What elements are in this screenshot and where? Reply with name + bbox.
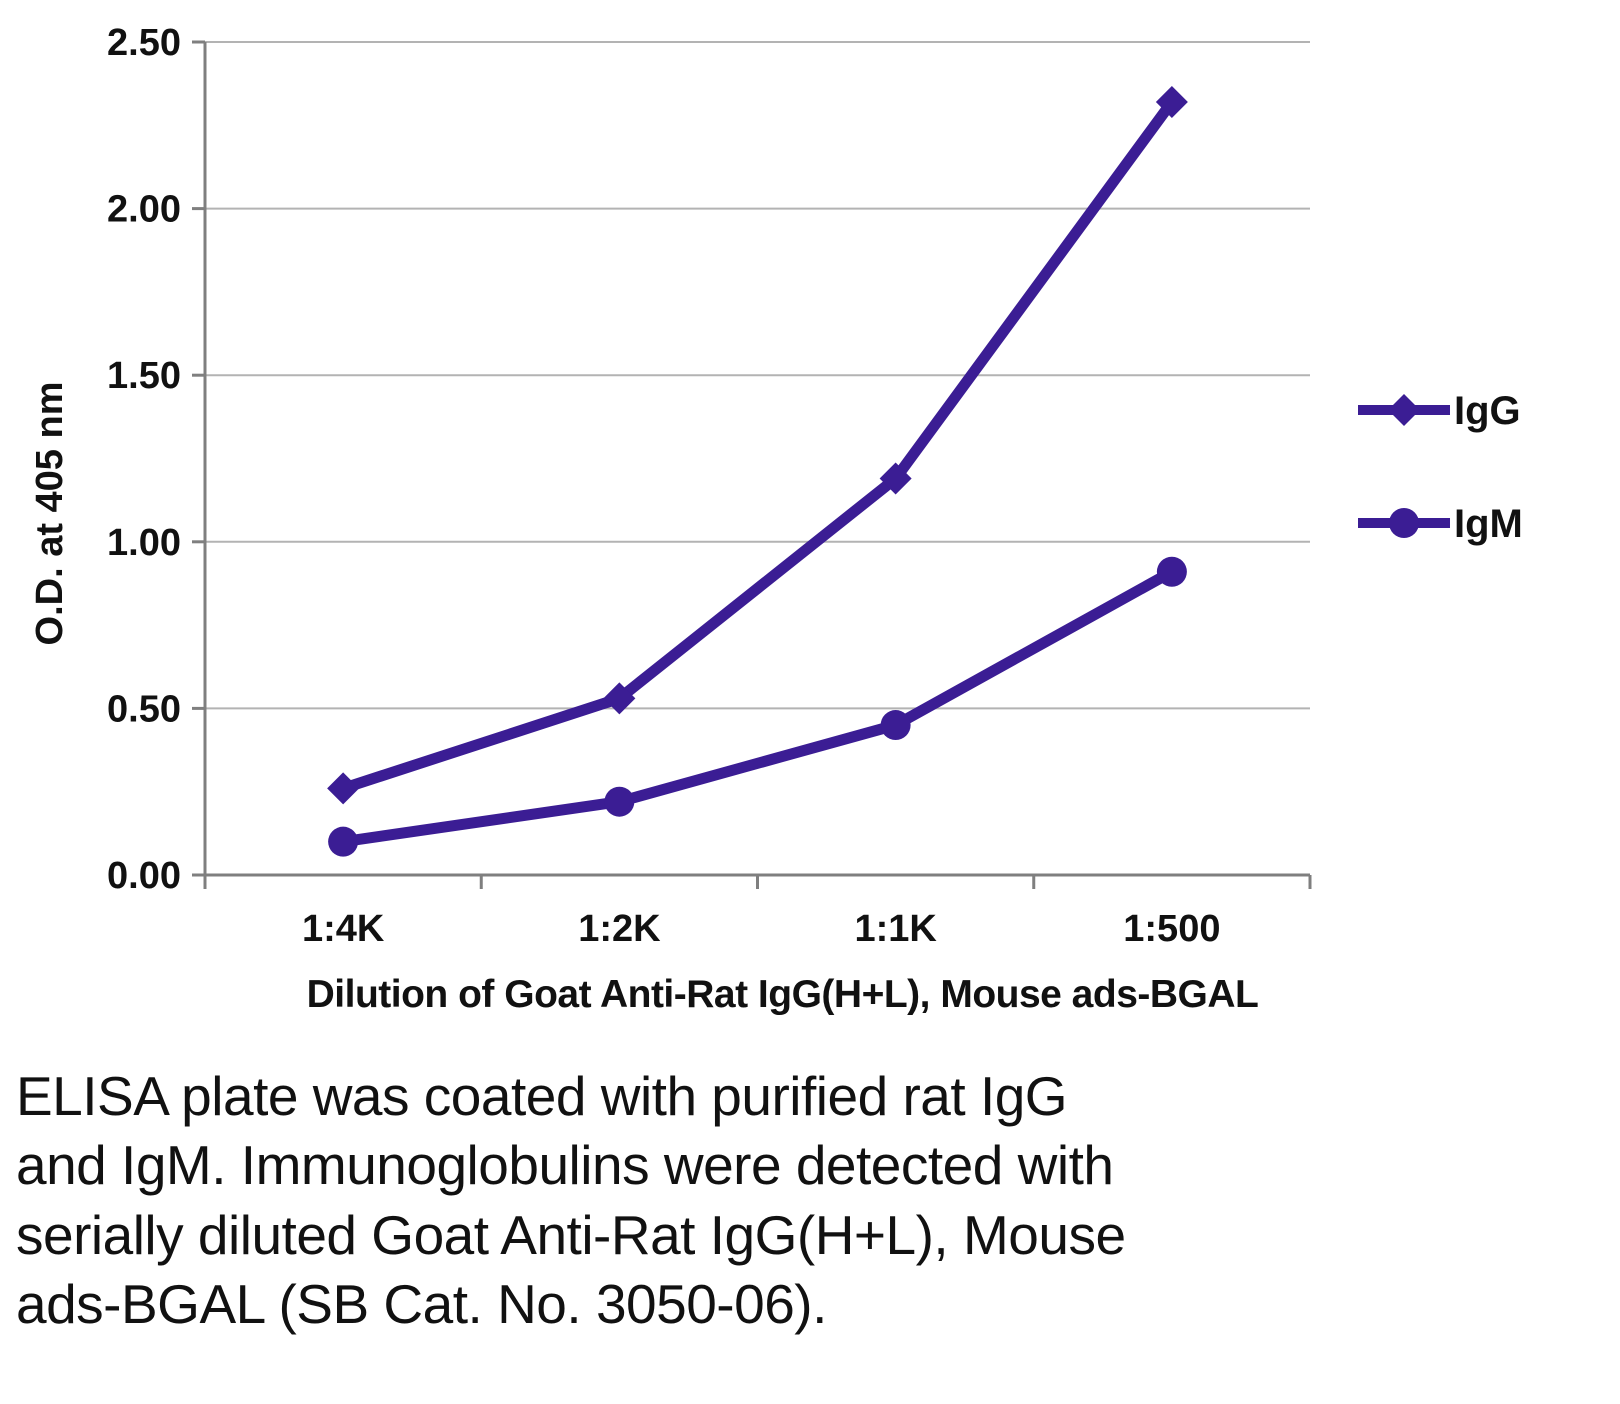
x-tick-label: 1:2K: [578, 908, 661, 950]
circle-marker-icon: [1156, 556, 1187, 587]
chart-svg: 0.00 0.50 1.00 1.50 2.00 2.50 1:4K 1:2K 1:1K 1:50…: [29, 22, 1523, 1016]
x-axis-title: Dilution of Goat Anti-Rat IgG(H+L), Mous…: [307, 973, 1259, 1016]
circle-marker-icon: [880, 710, 911, 741]
caption-line: serially diluted Goat Anti-Rat IgG(H+L),…: [16, 1203, 1126, 1266]
caption-line: ELISA plate was coated with purified rat…: [16, 1065, 1068, 1127]
series-IgM: [328, 556, 1187, 857]
series-line: [337, 566, 1178, 848]
circle-marker-icon: [1389, 508, 1419, 538]
y-tick-label: 1.00: [107, 522, 181, 564]
y-tick-label: 1.50: [107, 355, 181, 397]
circle-marker-icon: [328, 826, 359, 857]
diamond-marker-icon: [1388, 394, 1420, 426]
diamond-marker-icon: [603, 682, 636, 715]
diamond-marker-icon: [879, 462, 912, 495]
circle-marker-icon: [604, 786, 635, 817]
y-axis-title: O.D. at 405 nm: [29, 382, 71, 646]
legend-label: IgG: [1454, 389, 1521, 433]
x-tick-label: 1:500: [1123, 908, 1220, 950]
y-tick-label: 2.00: [107, 189, 181, 231]
y-tick-label: 0.00: [107, 855, 181, 897]
series-IgG: [327, 85, 1188, 805]
legend-item-IgM: IgM: [1358, 502, 1523, 546]
x-tick-label: 1:1K: [854, 908, 937, 950]
series-line: [337, 96, 1178, 794]
diamond-marker-icon: [1155, 85, 1188, 118]
legend-label: IgM: [1454, 502, 1523, 546]
x-tick-label: 1:4K: [302, 908, 385, 950]
legend-item-IgG: IgG: [1358, 389, 1521, 433]
diamond-marker-icon: [327, 772, 360, 805]
caption-line: and IgM. Immunoglobulins were detected w…: [16, 1134, 1114, 1197]
y-tick-label: 0.50: [107, 688, 181, 730]
y-tick-label: 2.50: [107, 22, 181, 64]
caption-line: ads-BGAL (SB Cat. No. 3050-06).: [16, 1272, 827, 1335]
figure-caption: ELISA plate was coated with purified rat…: [16, 1062, 1596, 1339]
